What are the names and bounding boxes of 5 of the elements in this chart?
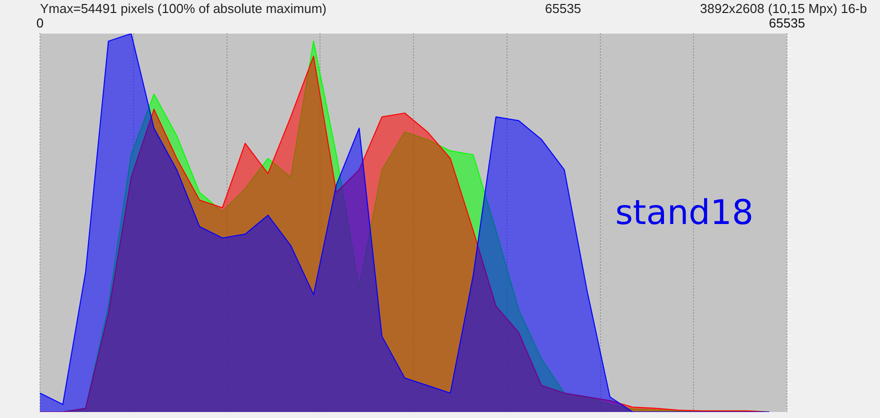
text: 3892x2608 (10,15 Mpx) 16-b bbox=[700, 1, 867, 16]
x-tick-label: 0 bbox=[36, 15, 44, 30]
annotation: stand18 bbox=[615, 193, 754, 234]
text: Ymax=54491 pixels (100% of absolute maximum) bbox=[40, 1, 327, 16]
text: 65535 bbox=[545, 1, 582, 16]
